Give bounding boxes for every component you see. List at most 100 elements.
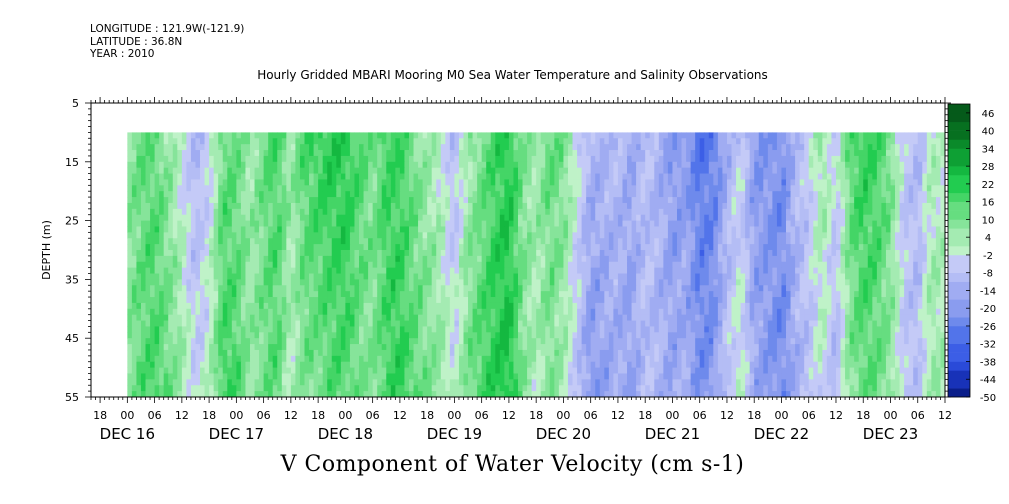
heatmap-cell <box>681 138 687 145</box>
heatmap-cell <box>445 273 451 280</box>
heatmap-cell <box>490 185 496 192</box>
heatmap-cell <box>804 208 810 216</box>
heatmap-cell <box>567 261 573 269</box>
heatmap-cell <box>917 285 923 292</box>
heatmap-cell <box>795 285 801 292</box>
heatmap-cell <box>549 150 555 157</box>
heatmap-cell <box>717 138 723 145</box>
heatmap-cell <box>699 232 705 239</box>
heatmap-cell <box>304 161 310 169</box>
heatmap-cell <box>686 226 692 233</box>
heatmap-cell <box>245 232 251 239</box>
heatmap-cell <box>663 132 669 139</box>
heatmap-cell <box>863 191 869 198</box>
heatmap-cell <box>926 138 932 145</box>
heatmap-cell <box>177 244 183 251</box>
heatmap-cell <box>177 267 183 274</box>
heatmap-cell <box>163 144 169 151</box>
heatmap-cell <box>699 250 705 257</box>
heatmap-cell <box>926 220 932 227</box>
heatmap-cell <box>468 167 473 174</box>
heatmap-cell <box>322 185 328 192</box>
heatmap-cell <box>218 161 224 169</box>
heatmap-cell <box>145 191 151 198</box>
heatmap-cell <box>254 144 260 151</box>
heatmap-cell <box>590 238 596 245</box>
heatmap-cell <box>372 291 378 298</box>
heatmap-cell <box>295 273 301 280</box>
heatmap-cell <box>436 185 442 192</box>
heatmap-cell <box>922 179 928 186</box>
heatmap-cell <box>577 232 582 239</box>
heatmap-cell <box>368 273 374 280</box>
heatmap-cell <box>813 261 819 269</box>
heatmap-cell <box>259 238 265 245</box>
heatmap-cell <box>558 226 564 233</box>
heatmap-cell <box>586 155 592 163</box>
heatmap-cell <box>799 191 805 198</box>
heatmap-cell <box>636 173 642 180</box>
heatmap-cell <box>154 208 160 216</box>
heatmap-cell <box>159 273 165 280</box>
heatmap-cell <box>749 173 755 180</box>
heatmap-cell <box>740 232 746 239</box>
heatmap-cell <box>508 273 514 280</box>
heatmap-cell <box>249 255 255 263</box>
heatmap-cell <box>854 185 860 192</box>
heatmap-cell <box>286 179 292 186</box>
heatmap-cell <box>613 155 619 163</box>
heatmap-cell <box>667 138 673 145</box>
heatmap-cell <box>531 161 537 169</box>
heatmap-cell <box>663 255 669 263</box>
heatmap-cell <box>431 208 437 216</box>
heatmap-cell <box>695 244 701 251</box>
heatmap-cells <box>127 132 946 398</box>
heatmap-cell <box>854 238 860 245</box>
heatmap-cell <box>672 255 678 263</box>
heatmap-cell <box>449 161 455 169</box>
heatmap-cell <box>236 173 242 180</box>
heatmap-cell <box>254 291 260 298</box>
heatmap-cell <box>513 202 519 210</box>
heatmap-cell <box>740 238 746 245</box>
heatmap-cell <box>763 144 769 151</box>
heatmap-cell <box>931 244 937 251</box>
heatmap-cell <box>804 232 810 239</box>
heatmap-cell <box>699 261 705 269</box>
heatmap-cell <box>200 144 205 151</box>
heatmap-cell <box>286 238 292 245</box>
heatmap-cell <box>418 220 423 227</box>
heatmap-cell <box>617 155 623 163</box>
heatmap-cell <box>890 267 896 274</box>
heatmap-cell <box>799 185 805 192</box>
heatmap-cell <box>390 144 396 151</box>
heatmap-cell <box>245 261 251 269</box>
heatmap-cell <box>776 185 782 192</box>
heatmap-cell <box>717 214 723 221</box>
heatmap-cell <box>504 179 510 186</box>
heatmap-cell <box>531 144 537 151</box>
heatmap-cell <box>899 161 905 169</box>
heatmap-cell <box>127 214 133 221</box>
heatmap-cell <box>567 267 573 274</box>
heatmap-cell <box>322 144 328 151</box>
heatmap-cell <box>681 226 687 233</box>
heatmap-cell <box>781 167 787 174</box>
heatmap-cell <box>377 285 383 292</box>
heatmap-cell <box>504 138 510 145</box>
heatmap-cell <box>227 273 233 280</box>
heatmap-cell <box>259 185 265 192</box>
heatmap-cell <box>254 214 260 221</box>
heatmap-cell <box>140 150 146 157</box>
heatmap-cell <box>731 161 737 169</box>
heatmap-cell <box>940 285 946 292</box>
heatmap-cell <box>340 138 346 145</box>
heatmap-cell <box>150 261 155 269</box>
heatmap-cell <box>804 214 810 221</box>
heatmap-cell <box>681 150 687 157</box>
heatmap-cell <box>636 208 642 216</box>
heatmap-cell <box>295 179 301 186</box>
heatmap-cell <box>686 291 692 298</box>
heatmap-cell <box>359 267 364 274</box>
heatmap-cell <box>340 261 346 269</box>
